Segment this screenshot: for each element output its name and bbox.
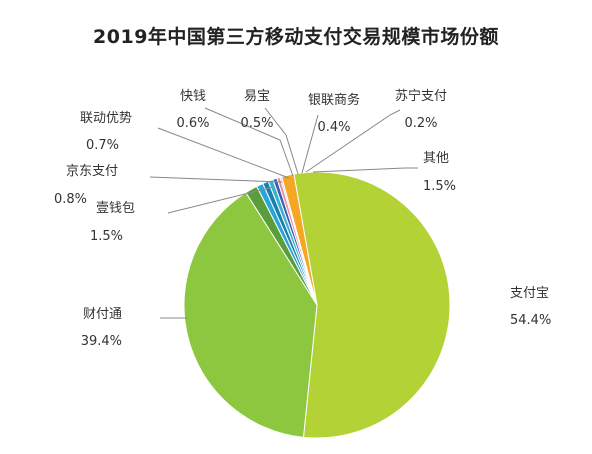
slice-name-label: 苏宁支付	[395, 88, 447, 104]
slice-value-label: 0.4%	[317, 120, 350, 135]
slice-name-label: 其他	[423, 151, 449, 166]
leader-line	[264, 107, 299, 175]
slice-value-label: 0.7%	[86, 138, 119, 153]
slice-value-label: 0.2%	[404, 116, 437, 131]
slice-value-label: 39.4%	[81, 334, 122, 349]
slice-name-label: 壹钱包	[96, 201, 135, 216]
leader-line	[204, 107, 294, 177]
slice-name-label: 联动优势	[80, 110, 132, 126]
chart-title: 2019年中国第三方移动支付交易规模市场份额	[93, 26, 499, 48]
pie-slice	[293, 171, 451, 439]
slice-value-label: 54.4%	[510, 313, 551, 328]
leader-line	[149, 176, 283, 183]
slice-value-label: 0.6%	[176, 116, 209, 131]
slice-name-label: 快钱	[180, 89, 206, 104]
slice-value-label: 0.5%	[240, 116, 273, 131]
leader-line	[312, 167, 418, 173]
leader-line	[157, 127, 290, 179]
slice-name-label: 财付通	[83, 307, 122, 322]
slice-value-label: 1.5%	[423, 179, 456, 194]
slice-name-label: 银联商务	[308, 92, 360, 108]
slice-value-label: 1.5%	[90, 229, 123, 244]
pie-slice	[183, 191, 318, 438]
slice-value-label: 0.8%	[54, 192, 87, 207]
leader-line	[167, 186, 274, 214]
slice-name-label: 易宝	[244, 89, 270, 104]
leader-line	[305, 109, 401, 173]
leader-line	[301, 114, 319, 174]
slice-name-label: 京东支付	[66, 164, 118, 179]
pie-slice	[281, 173, 318, 306]
slice-name-label: 支付宝	[510, 286, 549, 301]
